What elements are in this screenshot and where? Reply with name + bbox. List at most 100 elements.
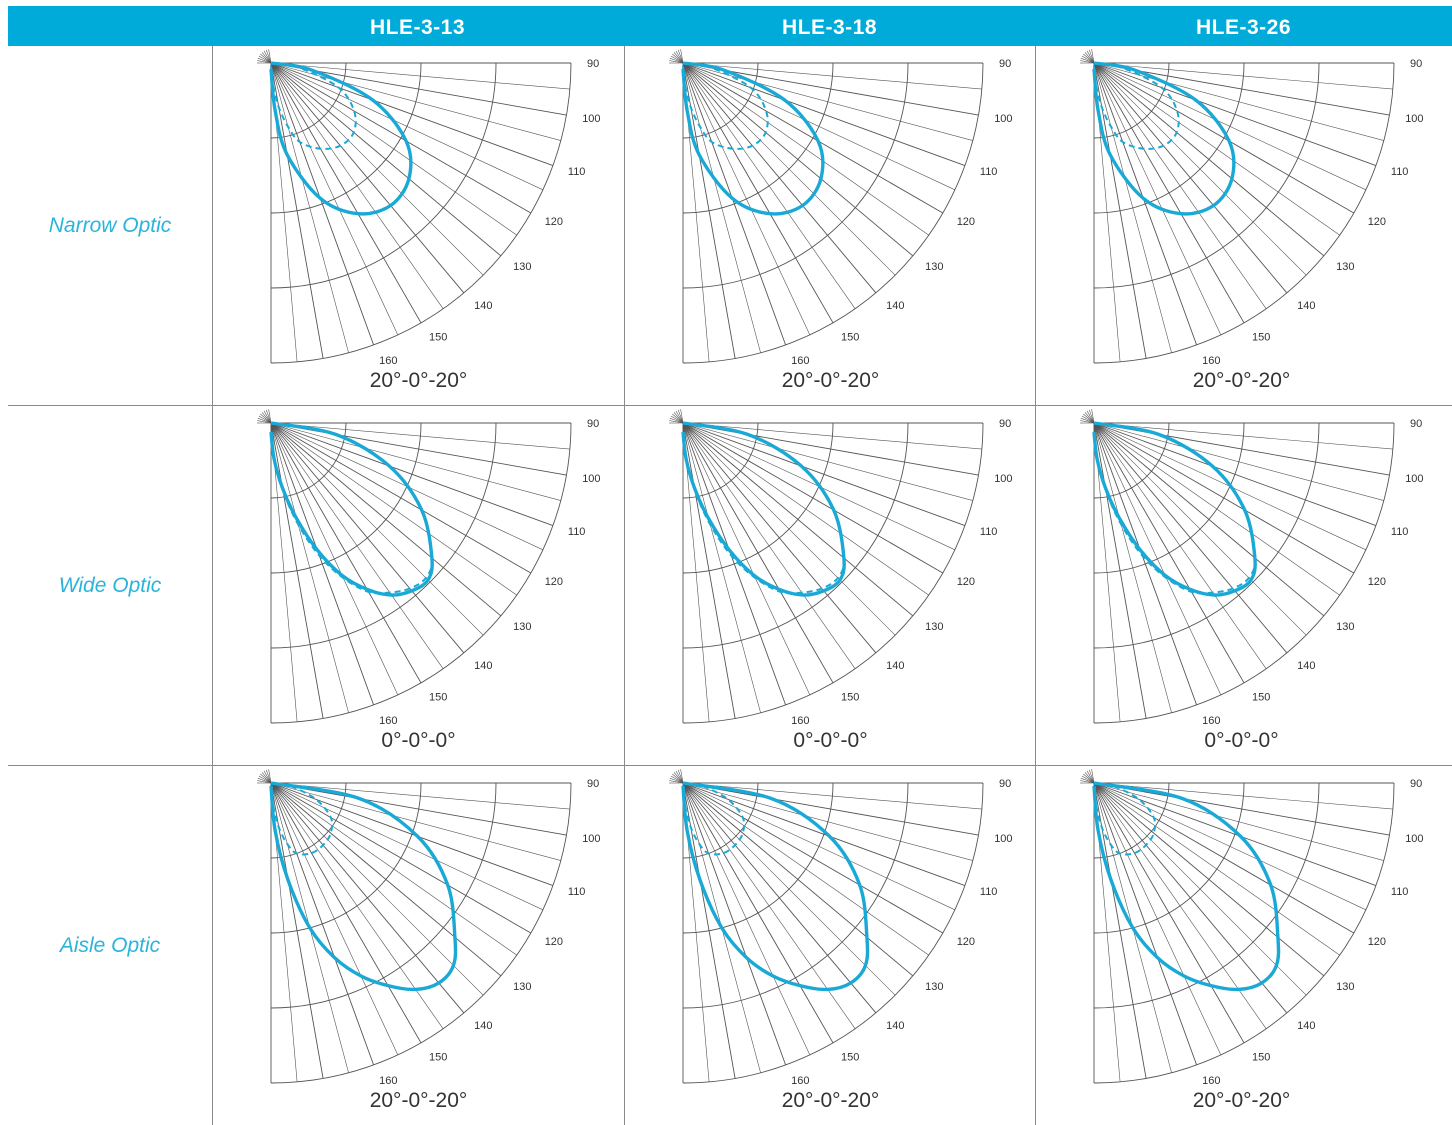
angle-label: 110 [568, 886, 586, 898]
polar-ring [682, 782, 834, 934]
angle-label: 100 [994, 833, 1012, 845]
solid-distribution-curve [681, 61, 825, 216]
beam-angle-caption: 20°-0°-20° [1192, 369, 1291, 392]
angle-label: 130 [513, 261, 531, 273]
angle-label: 100 [994, 113, 1012, 125]
origin-ray [258, 775, 272, 784]
origin-ray [261, 412, 272, 424]
origin-ray [682, 422, 689, 437]
angle-label: 140 [474, 300, 492, 312]
origin-ray [270, 62, 279, 76]
origin-ray [1081, 415, 1095, 424]
polar-diagram: 90100110120130140150160170180 [257, 49, 601, 367]
origin-ray [260, 773, 272, 784]
angle-label: 100 [582, 473, 600, 485]
angle-label: 90 [587, 418, 599, 430]
angle-label: 130 [1336, 261, 1354, 273]
origin-ray [682, 422, 686, 437]
origin-ray [1091, 49, 1095, 64]
angle-label: 130 [513, 621, 531, 633]
origin-ray [677, 49, 684, 64]
origin-ray [257, 780, 272, 784]
origin-ray [268, 769, 272, 784]
dashed-distribution-curve [1093, 62, 1180, 150]
angle-label: 160 [1202, 715, 1220, 727]
angle-label: 150 [429, 1052, 447, 1064]
origin-ray [680, 409, 684, 424]
polar-ring [270, 422, 572, 724]
polar-ring [682, 62, 759, 139]
polar-ring [1093, 62, 1320, 289]
angle-label: 150 [429, 692, 447, 704]
angle-label: 130 [1336, 621, 1354, 633]
column-title-hle-3-13: HLE-3-13 [369, 16, 466, 39]
angle-label: 150 [841, 692, 859, 704]
angle-label: 140 [1297, 660, 1315, 672]
origin-ray [1081, 775, 1095, 784]
angle-label: 100 [994, 473, 1012, 485]
origin-ray [270, 782, 277, 797]
origin-ray [1084, 412, 1095, 424]
origin-ray [1080, 417, 1095, 424]
angle-label: 140 [886, 660, 904, 672]
origin-ray [257, 417, 272, 424]
angle-label: 110 [980, 886, 998, 898]
origin-ray [672, 773, 684, 784]
angle-label: 90 [587, 58, 599, 70]
polar-ring [270, 782, 497, 1009]
angle-label: 130 [925, 621, 943, 633]
origin-ray [673, 412, 684, 424]
angle-label: 110 [568, 526, 586, 538]
angle-label: 150 [429, 332, 447, 344]
angle-label: 90 [999, 418, 1011, 430]
origin-ray [260, 413, 272, 424]
origin-ray [261, 52, 272, 64]
polar-ring [1093, 62, 1395, 364]
origin-ray [1084, 772, 1095, 784]
angle-label: 160 [791, 355, 809, 367]
angle-label: 100 [1405, 473, 1423, 485]
solid-distribution-curve [1092, 781, 1281, 992]
angle-label: 120 [1368, 216, 1386, 228]
polar-ring [682, 782, 984, 1084]
origin-ray [682, 782, 691, 796]
angle-label: 140 [474, 660, 492, 672]
beam-angle-caption: 20°-0°-20° [1192, 1089, 1291, 1112]
column-divider [624, 46, 625, 1125]
polar-ring [682, 62, 909, 289]
origin-ray [265, 769, 272, 784]
beam-angle-caption: 0°-0°-0° [1204, 729, 1279, 752]
angle-label: 110 [980, 526, 998, 538]
polar-ring [682, 422, 834, 574]
photometric-cell: 9010011012013014015016017018020°-0°-20° [625, 767, 1036, 1122]
polar-ring [682, 782, 909, 1009]
angle-label: 160 [1202, 1075, 1220, 1087]
solid-distribution-curve [269, 781, 458, 992]
angle-label: 110 [568, 166, 586, 178]
angle-label: 130 [925, 981, 943, 993]
origin-ray [682, 62, 689, 77]
beam-angle-caption: 20°-0°-20° [781, 1089, 880, 1112]
origin-ray [258, 55, 272, 64]
origin-ray [669, 57, 684, 64]
polar-diagram: 90100110120130140150160170180 [669, 409, 1013, 727]
angle-label: 160 [379, 355, 397, 367]
origin-ray [1083, 53, 1095, 64]
polar-ring [270, 62, 347, 139]
origin-ray [669, 420, 684, 424]
origin-ray [1093, 782, 1100, 797]
polar-diagram: 90100110120130140150160170180 [669, 769, 1013, 1087]
origin-ray [1080, 57, 1095, 64]
angle-label: 160 [379, 715, 397, 727]
solid-distribution-curve [1092, 421, 1257, 597]
angle-label: 110 [1391, 886, 1409, 898]
beam-angle-caption: 20°-0°-20° [781, 369, 880, 392]
column-title-hle-3-26: HLE-3-26 [1195, 16, 1292, 39]
angle-label: 140 [886, 300, 904, 312]
dashed-distribution-curve [270, 62, 357, 150]
polar-ring [270, 62, 422, 214]
polar-ring [1093, 422, 1320, 649]
origin-ray [670, 775, 684, 784]
origin-ray [1086, 50, 1095, 64]
origin-ray [270, 62, 277, 77]
